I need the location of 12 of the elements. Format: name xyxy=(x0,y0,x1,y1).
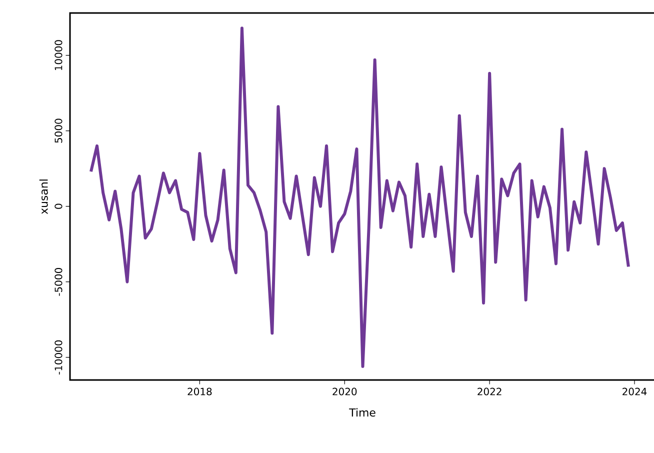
y-tick-label: -10000 xyxy=(54,340,62,375)
x-tick-label: 2020 xyxy=(332,388,357,396)
x-tick-label: 2018 xyxy=(188,388,212,396)
line-series xyxy=(89,26,630,368)
y-tick-label: 0 xyxy=(54,204,62,209)
x-axis-title: Time xyxy=(349,408,376,417)
y-tick-label: -5000 xyxy=(54,268,62,296)
y-axis-title: xusanl xyxy=(39,180,48,214)
x-tick-label: 2022 xyxy=(478,388,502,396)
x-tick-label: 2024 xyxy=(622,388,647,396)
y-tick-label: 5000 xyxy=(54,118,62,143)
y-tick-label: 10000 xyxy=(54,40,62,70)
